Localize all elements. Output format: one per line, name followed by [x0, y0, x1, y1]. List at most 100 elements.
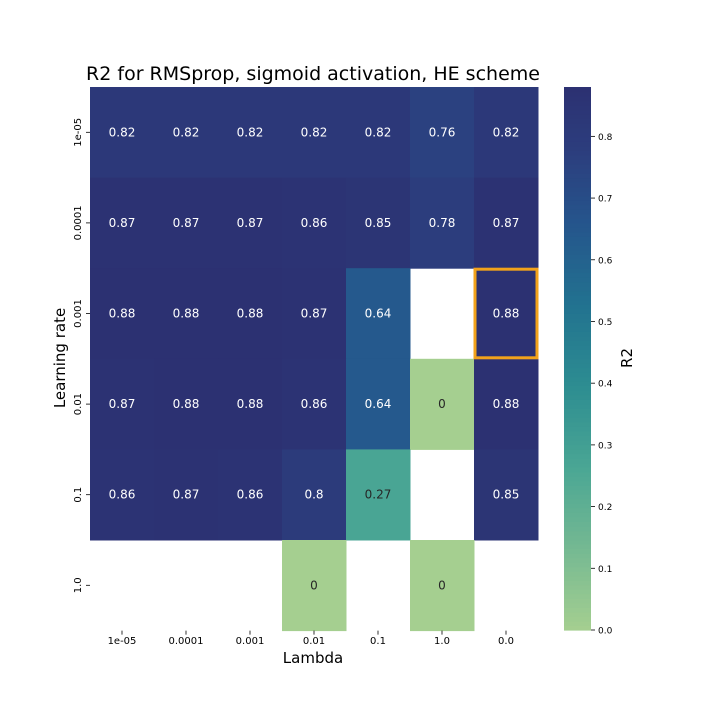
cell-value-label: 0.27 [365, 488, 392, 502]
colorbar-segment [564, 571, 591, 577]
colorbar-segment [564, 123, 591, 129]
heatmap-cell [90, 177, 155, 269]
colorbar-segment [564, 575, 591, 581]
colorbar-segment [564, 322, 591, 328]
cell-value-label: 0.87 [493, 216, 520, 230]
x-tick-label: 1e-05 [108, 636, 137, 647]
colorbar-segment [564, 476, 591, 482]
colorbar-segment [564, 616, 591, 622]
colorbar-segment [564, 580, 591, 586]
colorbar-segment [564, 200, 591, 206]
colorbar-segment [564, 363, 591, 369]
colorbar-segment [564, 227, 591, 233]
colorbar-segment [564, 521, 591, 527]
colorbar-segment [564, 105, 591, 111]
colorbar-segment [564, 412, 591, 418]
y-tick-label: 0.0001 [73, 205, 84, 240]
colorbar-tick-label: 0.2 [598, 503, 612, 513]
colorbar-segment [564, 385, 591, 391]
cell-value-label: 0.88 [173, 397, 200, 411]
colorbar-segment [564, 562, 591, 568]
colorbar-segment [564, 136, 591, 142]
colorbar-segment [564, 516, 591, 522]
x-axis-label: Lambda [283, 649, 343, 667]
colorbar-segment [564, 236, 591, 242]
colorbar-segment [564, 182, 591, 188]
cell-value-label: 0.85 [493, 488, 520, 502]
colorbar-tick-label: 0.4 [598, 380, 613, 390]
heatmap-cell [218, 358, 283, 450]
colorbar-segment [564, 240, 591, 246]
colorbar-segment [564, 191, 591, 197]
cell-value-label: 0.87 [109, 397, 136, 411]
colorbar-segment [564, 290, 591, 296]
colorbar-segment [564, 258, 591, 265]
colorbar-segment [564, 471, 591, 477]
colorbar-segment [564, 426, 591, 432]
colorbar-tick-label: 0.7 [598, 195, 612, 205]
colorbar-segment [564, 430, 591, 437]
colorbar-segment [564, 584, 591, 590]
colorbar-segment [564, 557, 591, 563]
colorbar-segment [564, 344, 591, 351]
colorbar-segment [564, 109, 591, 115]
colorbar-segment [564, 172, 591, 179]
colorbar-segment [564, 249, 591, 256]
colorbar-segment [564, 598, 591, 604]
colorbar-segment [564, 96, 591, 102]
colorbar-segment [564, 372, 591, 378]
colorbar-segment [564, 277, 591, 283]
colorbar-segment [564, 150, 591, 156]
colorbar-segment [564, 534, 591, 541]
heatmap-cell [90, 358, 155, 450]
colorbar-segment [564, 186, 591, 192]
heatmap-cell [410, 358, 475, 450]
cell-value-label: 0 [438, 397, 446, 411]
heatmap-cell [346, 449, 411, 541]
colorbar-segment [564, 127, 591, 133]
colorbar-segment [564, 100, 591, 106]
heatmap-cell [154, 358, 219, 450]
heatmap-cell [282, 177, 347, 269]
colorbar-segment [564, 462, 591, 468]
cell-value-label: 0.88 [493, 307, 520, 321]
colorbar-segment [564, 159, 591, 165]
heatmap-cell [282, 87, 347, 179]
colorbar-label: R2 [618, 348, 636, 368]
heatmap-cell [346, 268, 411, 360]
cell-value-label: 0.87 [237, 216, 264, 230]
x-tick-label: 0.001 [236, 636, 265, 647]
colorbar-segment [564, 607, 591, 613]
colorbar-segment [564, 204, 591, 210]
x-tick-label: 0.0001 [169, 636, 204, 647]
colorbar-segment [564, 453, 591, 459]
heatmap-cell [154, 268, 219, 360]
colorbar-tick-label: 0.3 [598, 441, 612, 451]
cell-value-label: 0.88 [493, 397, 520, 411]
colorbar-segment [564, 435, 591, 441]
y-tick-label: 1e-05 [73, 118, 84, 147]
colorbar-segment [564, 209, 591, 215]
colorbar-segment [564, 213, 591, 219]
colorbar-segment [564, 87, 591, 93]
cell-value-label: 0.78 [429, 216, 456, 230]
colorbar-segment [564, 145, 591, 151]
heatmap-cell [346, 358, 411, 450]
y-tick-label: 0.01 [73, 393, 84, 415]
colorbar-segment [564, 467, 591, 473]
cell-value-label: 0.82 [301, 125, 328, 139]
colorbar-segment [564, 231, 591, 237]
colorbar-segment [564, 313, 591, 319]
colorbar-segment [564, 349, 591, 355]
cell-value-label: 0.87 [109, 216, 136, 230]
heatmap-cell [282, 268, 347, 360]
colorbar-segment [564, 394, 591, 400]
colorbar-segment [564, 168, 591, 174]
cell-value-label: 0.76 [429, 125, 456, 139]
cell-value-label: 0.85 [365, 216, 392, 230]
colorbar-segment [564, 154, 591, 160]
heatmap-cell [346, 177, 411, 269]
colorbar-segment [564, 530, 591, 536]
colorbar-segment [564, 458, 591, 464]
y-axis-label: Learning rate [51, 308, 69, 408]
